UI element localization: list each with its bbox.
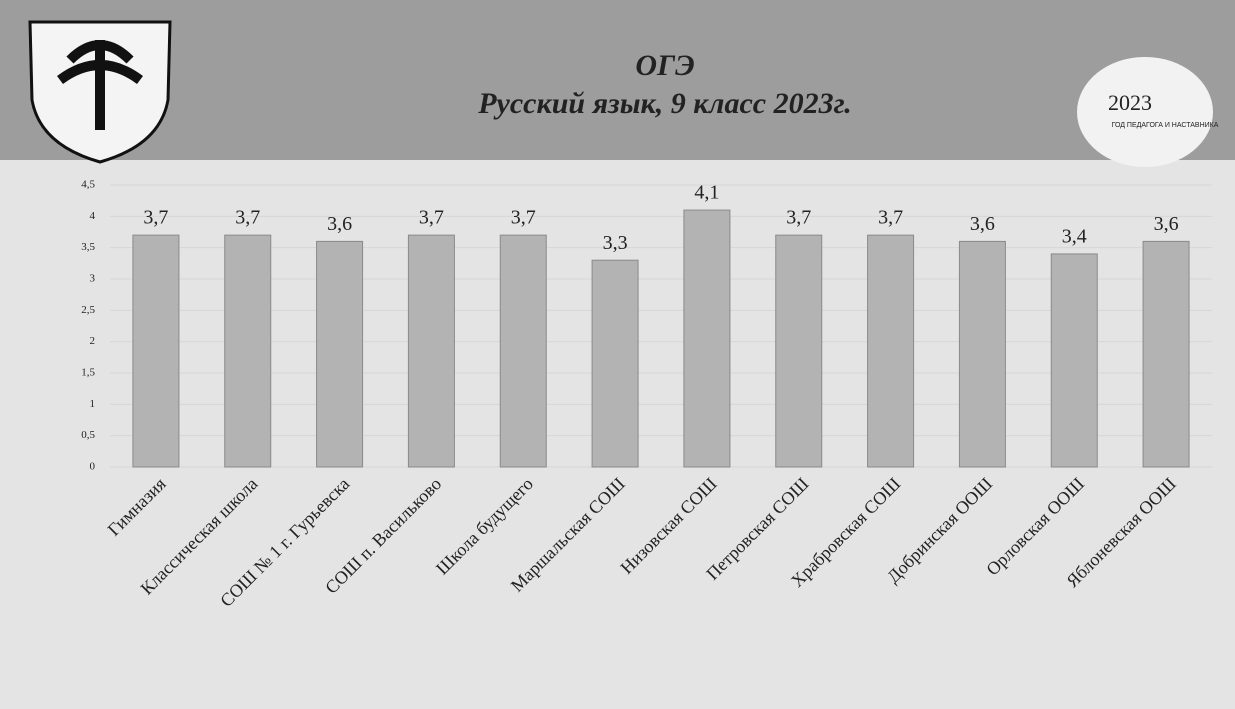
page: 2023 ГОД ПЕДАГОГА И НАСТАВНИКА ОГЭ Русск… xyxy=(0,0,1235,709)
data-label: 3,6 xyxy=(327,213,352,235)
y-tick-label: 3,5 xyxy=(81,241,95,253)
data-label: 3,7 xyxy=(419,207,444,229)
y-tick-label: 1,5 xyxy=(81,367,95,379)
bar xyxy=(959,241,1005,467)
chart: 2023 ГОД ПЕДАГОГА И НАСТАВНИКА ОГЭ Русск… xyxy=(0,0,1235,709)
bar xyxy=(1051,254,1097,467)
bar xyxy=(408,235,454,467)
y-tick-label: 0,5 xyxy=(81,429,95,441)
y-tick-label: 1 xyxy=(90,398,96,410)
bar xyxy=(868,235,914,467)
chart-title: ОГЭ xyxy=(635,49,694,82)
bar xyxy=(592,260,638,467)
badge-text: ГОД ПЕДАГОГА И НАСТАВНИКА xyxy=(1112,122,1219,129)
data-label: 3,7 xyxy=(235,207,260,229)
y-tick-label: 4 xyxy=(90,210,96,222)
y-tick-label: 0 xyxy=(90,461,96,473)
data-label: 3,7 xyxy=(511,207,536,229)
data-label: 4,1 xyxy=(694,182,719,204)
bar xyxy=(1143,241,1189,467)
y-tick-label: 2 xyxy=(90,335,96,347)
y-tick-label: 3 xyxy=(90,273,96,285)
chart-subtitle: Русский язык, 9 класс 2023г. xyxy=(477,87,852,120)
data-label: 3,6 xyxy=(970,213,995,235)
data-label: 3,7 xyxy=(143,207,168,229)
data-label: 3,3 xyxy=(603,232,628,254)
data-label: 3,6 xyxy=(1154,213,1179,235)
data-label: 3,7 xyxy=(786,207,811,229)
data-label: 3,4 xyxy=(1062,226,1087,248)
bar xyxy=(317,241,363,467)
bar xyxy=(133,235,179,467)
badge-year: 2023 xyxy=(1108,90,1152,115)
bar xyxy=(684,210,730,467)
header-band xyxy=(0,0,1235,160)
y-tick-label: 4,5 xyxy=(81,179,95,191)
data-label: 3,7 xyxy=(878,207,903,229)
bar xyxy=(776,235,822,467)
bar xyxy=(500,235,546,467)
y-tick-label: 2,5 xyxy=(81,304,95,316)
bar xyxy=(225,235,271,467)
